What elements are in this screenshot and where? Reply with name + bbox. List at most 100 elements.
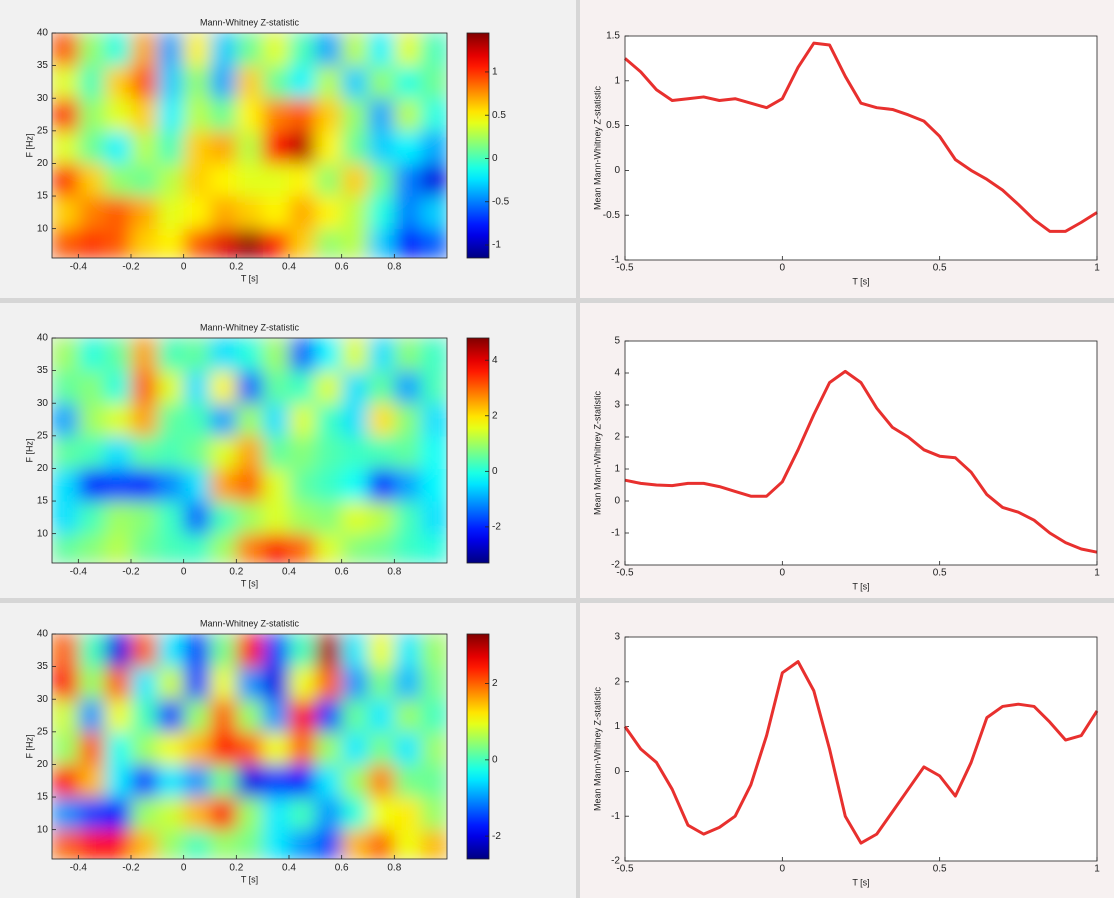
heatmap-cell (104, 228, 132, 258)
heatmap-cell (157, 130, 185, 164)
heatmap-cell (183, 533, 211, 563)
heatmap-cell (52, 33, 79, 67)
heatmap-cell (315, 228, 343, 258)
heatmap-cell (157, 98, 185, 132)
heatmap-cell (394, 196, 422, 230)
heatmap-cell (78, 501, 106, 535)
heatmap-cell (368, 468, 395, 502)
y-tick-label: 20 (37, 759, 49, 770)
heatmap-cell (183, 196, 211, 230)
heatmap-cell (157, 501, 185, 535)
y-tick-label: 10 (37, 223, 49, 234)
heatmap-cell (341, 468, 369, 502)
heatmap-cell (104, 797, 132, 831)
heatmap-cell (183, 370, 211, 404)
heatmap-cell (394, 130, 422, 164)
heatmap-cell (236, 533, 264, 563)
heatmap-cell (262, 731, 290, 765)
heatmap-cell (394, 501, 422, 535)
plot-frame (51, 337, 448, 564)
heatmap-cell (131, 98, 158, 132)
x-tick-label: -0.2 (122, 262, 140, 273)
heatmap-cell (157, 338, 185, 372)
heatmap-cell (157, 468, 185, 502)
heatmap-cell (262, 501, 290, 535)
heatmap-cell (183, 33, 211, 67)
heatmap-cell (183, 338, 211, 372)
heatmap-cell (420, 764, 447, 798)
heatmap-cell (262, 699, 290, 733)
heatmap-cell (131, 65, 158, 99)
heatmap-cell (236, 65, 264, 99)
heatmap-cell (104, 65, 132, 99)
heatmap-cell (341, 533, 369, 563)
y-axis-label: Mean Mann-Whitney Z-statistic (592, 390, 602, 515)
heatmap-cell (341, 829, 369, 859)
x-tick-label: -0.5 (616, 568, 634, 579)
heatmap-cell (78, 468, 106, 502)
heatmap-cell (341, 228, 369, 258)
y-tick-label: 3 (614, 632, 620, 643)
heatmap-cell (78, 403, 106, 437)
heatmap-cell (131, 764, 158, 798)
heatmap-cell (420, 797, 447, 831)
y-tick-label: 35 (37, 60, 49, 71)
y-tick-label: 30 (37, 398, 49, 409)
heatmap-cell (368, 98, 395, 132)
heatmap-cell (210, 764, 237, 798)
heatmap-cell (289, 764, 316, 798)
heatmap-cell (131, 435, 158, 469)
plot-area (625, 36, 1097, 260)
x-axis-label: T [s] (852, 581, 869, 591)
heatmap-cell (394, 764, 422, 798)
y-tick-label: 0 (614, 496, 620, 507)
heatmap-cell (420, 533, 447, 563)
heatmap-cell (368, 533, 395, 563)
x-tick-label: 0 (780, 263, 786, 274)
y-tick-label: -1 (611, 811, 620, 822)
heatmap-cell (78, 829, 106, 859)
heatmap-cell (183, 829, 211, 859)
heatmap-cell (315, 435, 343, 469)
heatmap-cell (104, 338, 132, 372)
heatmap-cell (368, 797, 395, 831)
colorbar-tick-label: 1 (492, 67, 498, 78)
x-tick-label: 0 (181, 863, 187, 874)
heatmap-cell (104, 98, 132, 132)
x-tick-label: 0.2 (229, 262, 243, 273)
heatmap-cell (131, 196, 158, 230)
heatmap-cell (368, 435, 395, 469)
x-tick-label: -0.4 (70, 863, 88, 874)
heatmap-cell (394, 65, 422, 99)
heatmap-cell (315, 65, 343, 99)
heatmap-cell (183, 130, 211, 164)
heatmap-cell (104, 468, 132, 502)
x-tick-label: 0 (780, 864, 786, 875)
heatmap-cell (262, 370, 290, 404)
y-tick-label: 1 (614, 721, 620, 732)
heatmap-cell (315, 731, 343, 765)
heatmap-cell (131, 130, 158, 164)
heatmap-cell (52, 98, 79, 132)
y-tick-label: 10 (37, 824, 49, 835)
heatmap-cell (420, 468, 447, 502)
y-tick-label: 40 (37, 629, 49, 640)
heatmap-cell (315, 634, 343, 668)
heatmap-cell (236, 731, 264, 765)
heatmap-cell (420, 370, 447, 404)
heatmap-cell (368, 370, 395, 404)
colorbar (466, 32, 490, 259)
heatmap-cell (420, 130, 447, 164)
y-tick-label: 30 (37, 694, 49, 705)
plot-frame (624, 340, 1098, 566)
heatmap-cell (262, 435, 290, 469)
heatmap-cell (78, 797, 106, 831)
x-tick-label: -0.5 (616, 263, 634, 274)
heatmap-cell (157, 33, 185, 67)
heatmap-cell (368, 666, 395, 700)
heatmap-cell (236, 468, 264, 502)
heatmap-cell (262, 163, 290, 197)
heatmap-cell (183, 403, 211, 437)
colorbar-tick-label: 0 (492, 466, 498, 477)
